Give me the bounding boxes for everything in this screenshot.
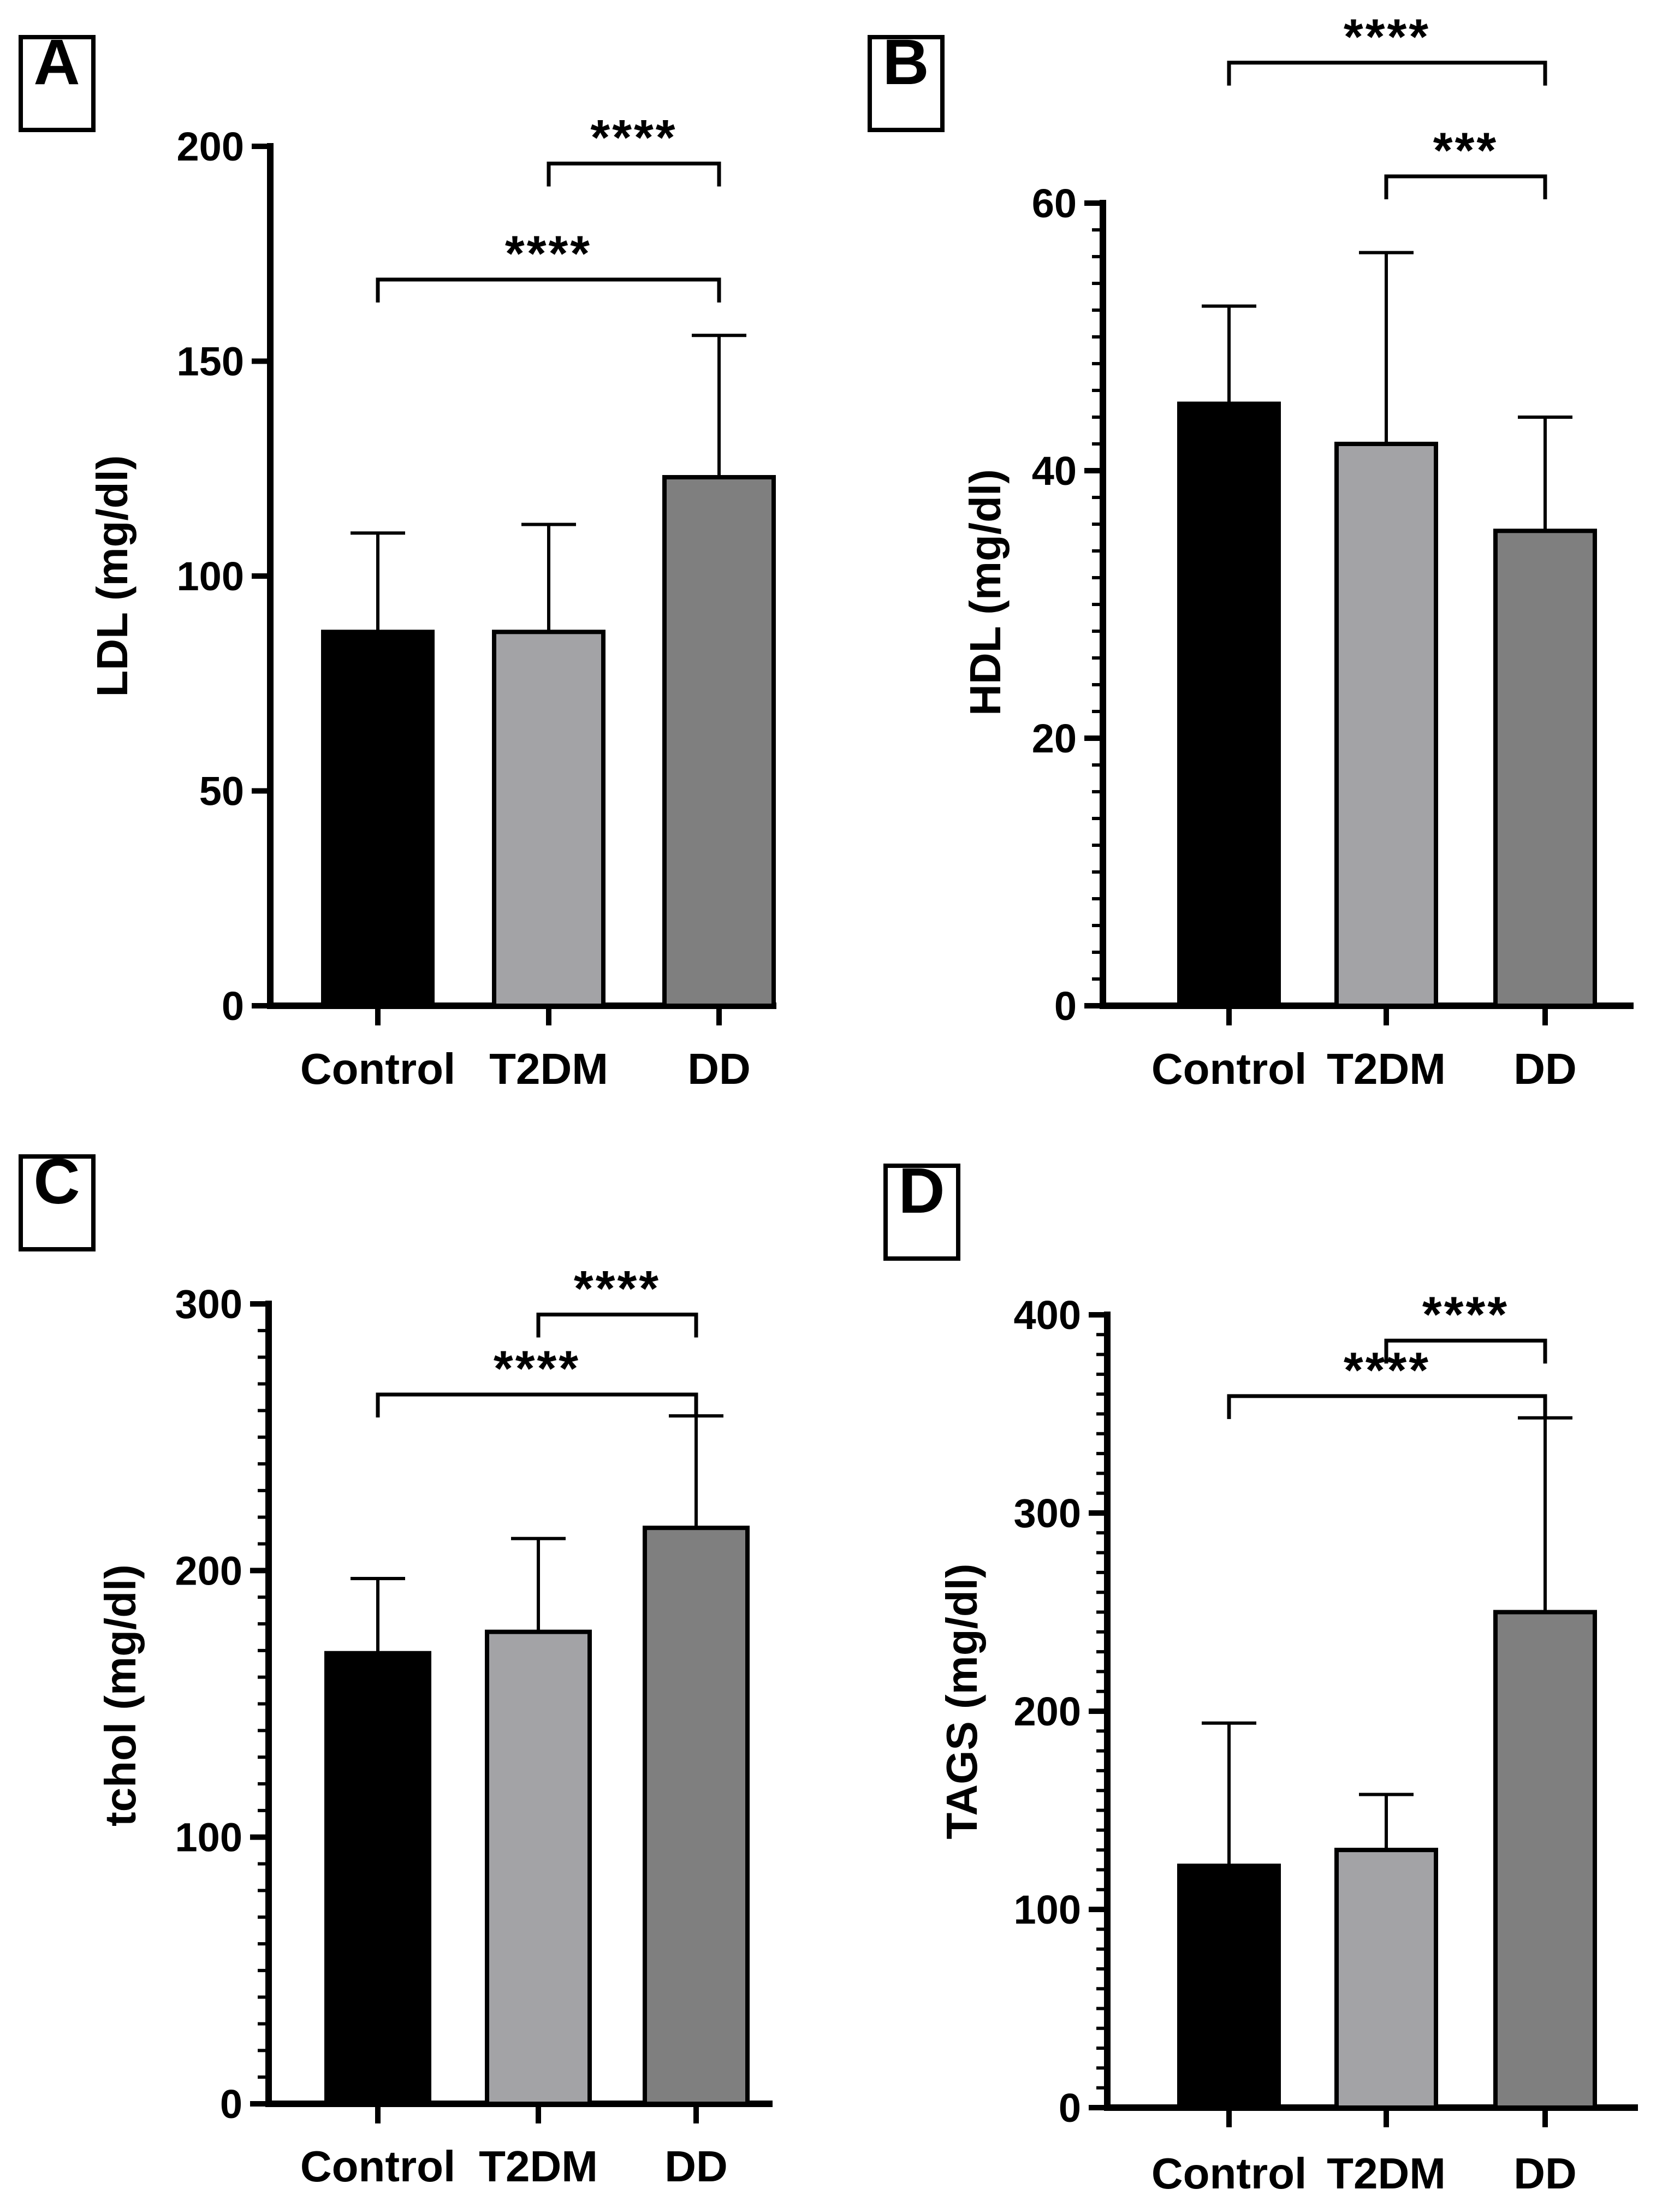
x-category-label: T2DM bbox=[1327, 2149, 1446, 2198]
y-axis-title: HDL (mg/dl) bbox=[961, 469, 1010, 716]
y-tick-label: 400 bbox=[1014, 1292, 1081, 1338]
x-category-label: T2DM bbox=[479, 2142, 598, 2191]
bar-control bbox=[321, 630, 435, 1008]
bar-control bbox=[1177, 401, 1281, 1008]
x-category-label: T2DM bbox=[489, 1045, 608, 1093]
chart-panel-d: D 0 100 200 300 400 TAGS (mg/dl) Control T2DM DD *… bbox=[883, 1155, 1638, 2198]
y-axis-title: LDL (mg/dl) bbox=[88, 455, 136, 697]
y-tick-label: 300 bbox=[175, 1282, 242, 1327]
panel-letter: B bbox=[882, 26, 929, 98]
x-category-label: DD bbox=[687, 1045, 751, 1093]
significance-label: **** bbox=[590, 110, 677, 165]
y-tick-label: 20 bbox=[1032, 716, 1077, 761]
bar-dd bbox=[1493, 529, 1597, 1008]
y-tick-label: 200 bbox=[1014, 1689, 1081, 1734]
x-category-label: Control bbox=[1151, 1045, 1307, 1093]
significance-bracket bbox=[1384, 174, 1547, 199]
significance-bracket bbox=[547, 161, 721, 187]
panel-letter: C bbox=[33, 1146, 80, 1218]
panel-letter-box bbox=[19, 35, 96, 132]
significance-label: **** bbox=[1422, 1287, 1509, 1343]
bar-control bbox=[1177, 1864, 1281, 2110]
panel-letter: D bbox=[898, 1155, 945, 1227]
y-axis-title: TAGS (mg/dl) bbox=[937, 1563, 986, 1839]
y-tick-label: 100 bbox=[1014, 1887, 1081, 1932]
panel-letter-box bbox=[19, 1154, 96, 1251]
chart-panel-a: A 0 50 100 150 200 LDL (mg/dl) Control T2DM DD ***… bbox=[19, 26, 776, 1093]
x-category-label: DD bbox=[664, 2142, 728, 2191]
bar-t2dm bbox=[1334, 1848, 1438, 2110]
y-tick-label: 100 bbox=[175, 1815, 242, 1860]
y-tick-label: 0 bbox=[1059, 2085, 1081, 2131]
y-tick-label: 0 bbox=[220, 2081, 242, 2127]
panel-letter: A bbox=[33, 26, 80, 98]
significance-bracket bbox=[536, 1313, 698, 1338]
bar-dd bbox=[662, 474, 776, 1008]
y-axis-title: tchol (mg/dl) bbox=[96, 1564, 145, 1826]
y-tick-label: 0 bbox=[222, 983, 244, 1029]
y-tick-label: 300 bbox=[1014, 1491, 1081, 1536]
x-category-label: DD bbox=[1513, 2149, 1577, 2198]
y-tick-label: 200 bbox=[177, 124, 244, 169]
bar-control bbox=[324, 1651, 431, 2106]
y-tick-label: 60 bbox=[1032, 181, 1077, 226]
x-category-label: DD bbox=[1513, 1045, 1577, 1093]
y-tick-label: 150 bbox=[177, 339, 244, 384]
significance-label: **** bbox=[574, 1261, 661, 1317]
significance-label: **** bbox=[494, 1341, 580, 1397]
bar-t2dm bbox=[485, 1629, 592, 2106]
y-tick-label: 50 bbox=[199, 769, 244, 814]
panel-letter-box bbox=[883, 1164, 960, 1261]
chart-panel-c: C 0 100 200 300 tchol (mg/dl) Control T2DM DD ***… bbox=[19, 1146, 773, 2191]
y-tick-label: 200 bbox=[175, 1548, 242, 1593]
x-category-label: T2DM bbox=[1327, 1045, 1446, 1093]
significance-label: **** bbox=[1344, 9, 1430, 65]
significance-label: *** bbox=[1433, 123, 1498, 179]
significance-bracket bbox=[1227, 61, 1547, 86]
bar-dd bbox=[1493, 1610, 1597, 2110]
bar-t2dm bbox=[1334, 442, 1438, 1008]
x-category-label: Control bbox=[300, 1045, 455, 1093]
y-tick-label: 0 bbox=[1054, 983, 1077, 1029]
bar-t2dm bbox=[492, 630, 605, 1008]
panel-letter-box bbox=[868, 35, 945, 132]
x-category-label: Control bbox=[300, 2142, 455, 2191]
significance-bracket bbox=[1384, 1338, 1547, 1364]
y-tick-label: 40 bbox=[1032, 448, 1077, 494]
y-tick-label: 100 bbox=[177, 554, 244, 599]
significance-bracket bbox=[376, 1392, 698, 1418]
bar-dd bbox=[643, 1526, 750, 2106]
significance-label: **** bbox=[1344, 1343, 1430, 1398]
significance-bracket bbox=[376, 277, 721, 302]
significance-bracket bbox=[1227, 1394, 1547, 1419]
significance-label: **** bbox=[505, 226, 592, 282]
x-category-label: Control bbox=[1151, 2149, 1307, 2198]
